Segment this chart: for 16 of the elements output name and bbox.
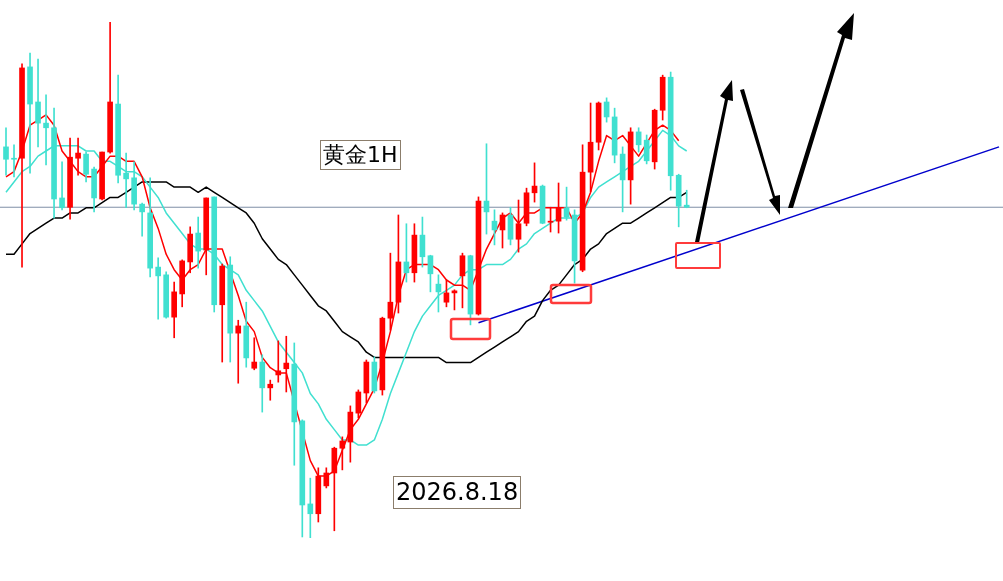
text: 黄金1H [320, 140, 401, 171]
annotation: 2026.8.18 [393, 476, 522, 509]
candlestick [155, 257, 161, 320]
candlestick [235, 319, 242, 384]
candlestick [307, 477, 314, 538]
candlestick [267, 379, 274, 401]
candlestick [11, 144, 17, 178]
candlestick [683, 189, 690, 209]
candlestick [3, 127, 9, 176]
candlestick [59, 161, 65, 211]
candlestick [123, 152, 129, 209]
candlestick [35, 58, 41, 148]
candlestick [283, 335, 290, 393]
candlestick [251, 337, 258, 371]
candlestick [275, 340, 282, 383]
candlestick [75, 137, 81, 176]
